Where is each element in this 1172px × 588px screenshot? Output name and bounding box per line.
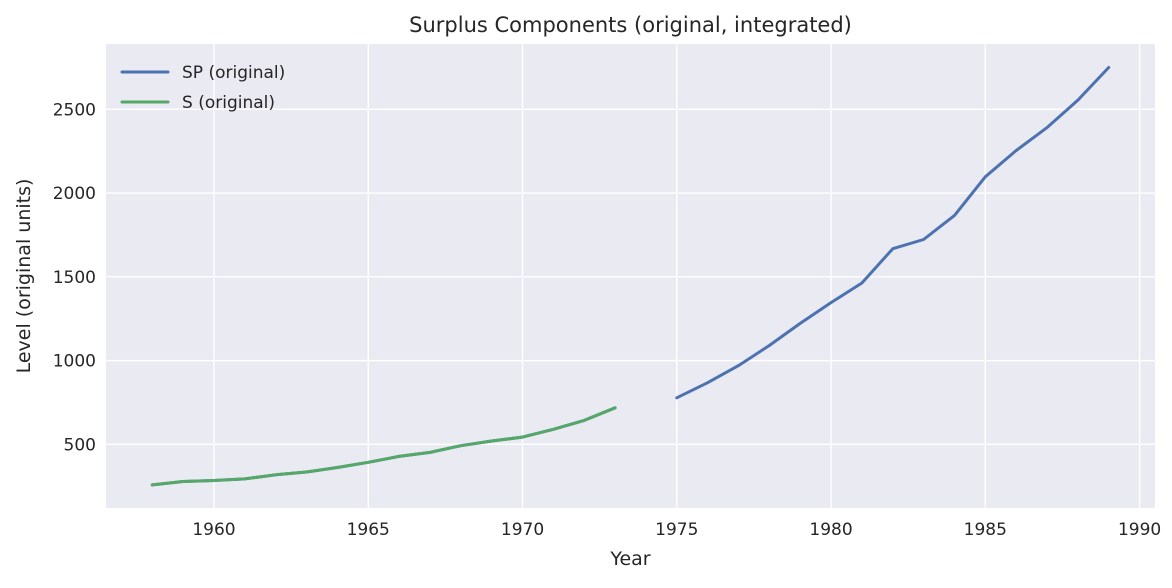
data-point (398, 455, 401, 458)
data-point (768, 344, 771, 347)
y-tick-label: 1500 (53, 268, 96, 288)
legend: SP (original) S (original) (120, 63, 285, 113)
data-point (953, 214, 956, 217)
legend-item: S (original) (120, 93, 275, 113)
series-line (675, 66, 1111, 400)
data-point (1046, 126, 1049, 129)
data-point (274, 473, 277, 476)
legend-item: SP (original) (120, 63, 285, 83)
data-point (984, 175, 987, 178)
data-point (1015, 149, 1018, 152)
data-point (583, 419, 586, 422)
x-axis-ticks: 1960 1965 1970 1975 1980 1985 1990 (192, 520, 1161, 540)
chart-title: Surplus Components (original, integrated… (409, 13, 852, 37)
data-point (213, 479, 216, 482)
series-layer (150, 66, 1111, 487)
plot-area (106, 44, 1155, 508)
data-point (429, 451, 432, 454)
x-tick-label: 1970 (501, 520, 544, 540)
data-point (490, 440, 493, 443)
y-tick-label: 500 (64, 435, 96, 455)
data-point (305, 471, 308, 474)
y-tick-label: 1000 (53, 352, 96, 372)
data-point (552, 428, 555, 431)
y-axis-ticks: 500 1000 1500 2000 2500 (53, 100, 96, 455)
series-1 (150, 406, 617, 487)
legend-label: SP (original) (182, 63, 285, 83)
data-point (367, 461, 370, 464)
data-point (336, 466, 339, 469)
data-point (922, 238, 925, 241)
data-point (151, 483, 154, 486)
x-tick-label: 1960 (192, 520, 235, 540)
data-point (891, 247, 894, 250)
data-point (706, 381, 709, 384)
y-tick-label: 2500 (53, 100, 96, 120)
x-tick-label: 1965 (347, 520, 390, 540)
data-point (243, 477, 246, 480)
data-point (182, 480, 185, 483)
y-tick-label: 2000 (53, 184, 96, 204)
data-point (1107, 66, 1110, 69)
data-point (614, 406, 617, 409)
series-line (150, 406, 617, 487)
data-point (737, 364, 740, 367)
x-axis-label: Year (609, 548, 650, 570)
y-axis-label: Level (original units) (13, 179, 35, 374)
x-tick-label: 1975 (655, 520, 698, 540)
data-point (675, 396, 678, 399)
legend-label: S (original) (182, 93, 275, 113)
x-tick-label: 1980 (809, 520, 852, 540)
data-point (521, 436, 524, 439)
data-point (799, 322, 802, 325)
x-tick-label: 1985 (964, 520, 1007, 540)
data-point (860, 282, 863, 285)
grid-lines (106, 44, 1155, 508)
data-point (830, 301, 833, 304)
x-tick-label: 1990 (1118, 520, 1161, 540)
data-point (459, 444, 462, 447)
data-point (1076, 99, 1079, 102)
